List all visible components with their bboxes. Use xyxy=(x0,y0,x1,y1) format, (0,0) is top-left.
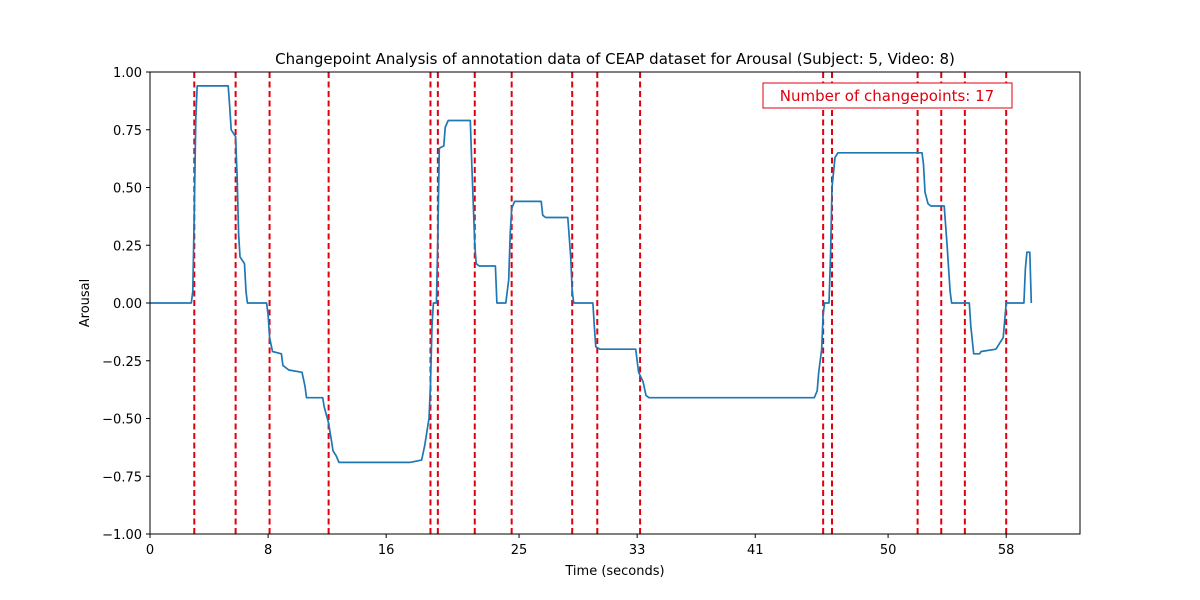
changepoint-count-annotation: Number of changepoints: 17 xyxy=(762,82,1013,109)
y-axis: −1.00 −0.75 −0.50 −0.25 0.00 0.25 0.50 0.75 1.00 xyxy=(102,66,150,543)
y-tick-label: 0.50 xyxy=(113,182,142,197)
changepoint-layer xyxy=(193,72,1008,534)
x-tick-label: 50 xyxy=(880,543,897,558)
y-tick-label: 0.75 xyxy=(113,124,142,139)
plot-area xyxy=(150,72,1080,534)
x-axis-label: Time (seconds) xyxy=(564,564,664,579)
arousal-series-line-1 xyxy=(150,85,1033,464)
y-tick-label: −0.50 xyxy=(102,413,142,428)
y-tick-label: 1.00 xyxy=(113,66,142,81)
y-tick-label: −1.00 xyxy=(102,528,142,543)
x-tick-label: 0 xyxy=(146,543,154,558)
x-tick-label: 41 xyxy=(747,543,764,558)
y-tick-label: 0.00 xyxy=(113,297,142,312)
chart-title: Changepoint Analysis of annotation data … xyxy=(275,50,955,68)
y-axis-label: Arousal xyxy=(78,279,93,328)
y-tick-label: −0.25 xyxy=(102,355,142,370)
x-tick-label: 25 xyxy=(511,543,528,558)
annotation-box xyxy=(762,82,1013,109)
x-tick-label: 58 xyxy=(998,543,1015,558)
y-tick-label: −0.75 xyxy=(102,470,142,485)
series-layer xyxy=(150,85,1033,464)
annotation-text: Number of changepoints: 17 xyxy=(780,87,994,105)
y-tick-label: 0.25 xyxy=(113,239,142,254)
x-tick-label: 33 xyxy=(629,543,646,558)
x-tick-label: 8 xyxy=(264,543,272,558)
x-axis: 0 8 16 25 33 41 50 58 xyxy=(146,534,1015,558)
x-tick-label: 16 xyxy=(378,543,395,558)
